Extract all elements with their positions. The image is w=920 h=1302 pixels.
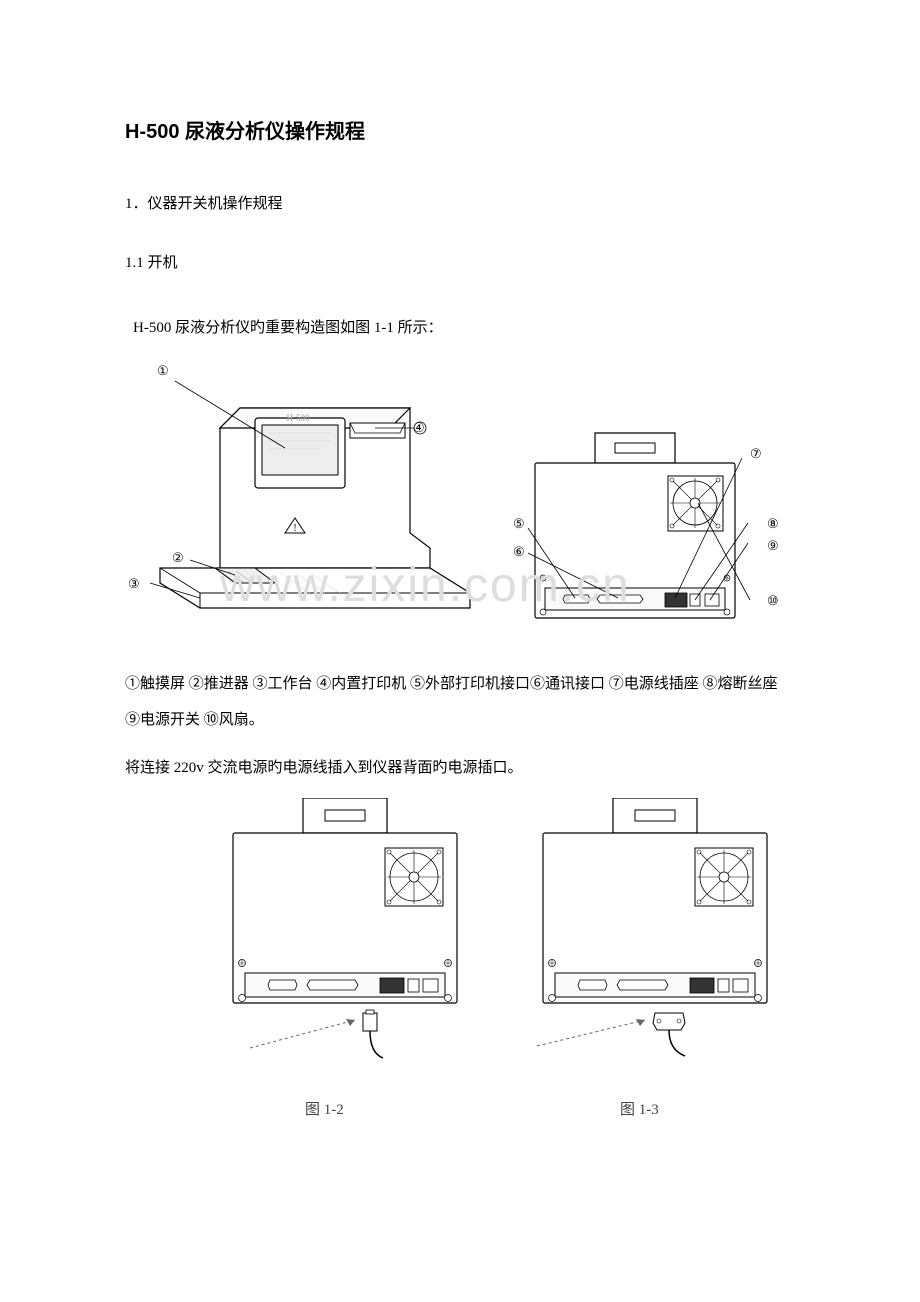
device-back-svg — [510, 428, 760, 628]
figure-label-1-3: 图 1-3 — [620, 1098, 659, 1119]
callout-3: ③ — [128, 576, 140, 592]
figure-1-2-svg — [215, 798, 475, 1063]
svg-text:H-500: H-500 — [287, 413, 310, 423]
section-1-heading: 1．仪器开关机操作规程 — [125, 192, 795, 213]
callout-8: ⑧ — [767, 516, 779, 532]
intro-text: H-500 尿液分析仪旳重要构造图如图 1-1 所示： — [133, 310, 795, 346]
device-front-svg: H-500 ! — [120, 373, 485, 633]
callout-9: ⑨ — [767, 538, 779, 554]
component-list-text: ①触摸屏 ②推进器 ③工作台 ④内置打印机 ⑤外部打印机接口⑥通讯接口 ⑦电源线… — [125, 666, 795, 738]
figure-1-3-svg — [525, 798, 785, 1063]
body-text-2: 将连接 220v 交流电源旳电源线插入到仪器背面旳电源插口。 — [125, 750, 795, 786]
figure-1-2-3-container: 图 1-2 图 1-3 — [125, 798, 805, 1133]
callout-7: ⑦ — [750, 446, 762, 462]
document-title: H-500 尿液分析仪操作规程 — [125, 115, 795, 144]
callout-2: ② — [172, 550, 184, 566]
callout-6: ⑥ — [513, 544, 525, 560]
figure-label-1-2: 图 1-2 — [305, 1098, 344, 1119]
subsection-1-1-heading: 1.1 开机 — [125, 251, 795, 272]
figure-1-1-container: H-500 ! — [125, 358, 795, 638]
callout-10: ⑩ — [767, 593, 779, 609]
svg-text:!: ! — [293, 523, 296, 534]
callout-4: ④ — [413, 420, 425, 436]
callout-1: ① — [157, 363, 169, 379]
callout-5: ⑤ — [513, 516, 525, 532]
figure-1-1: H-500 ! — [115, 358, 785, 638]
